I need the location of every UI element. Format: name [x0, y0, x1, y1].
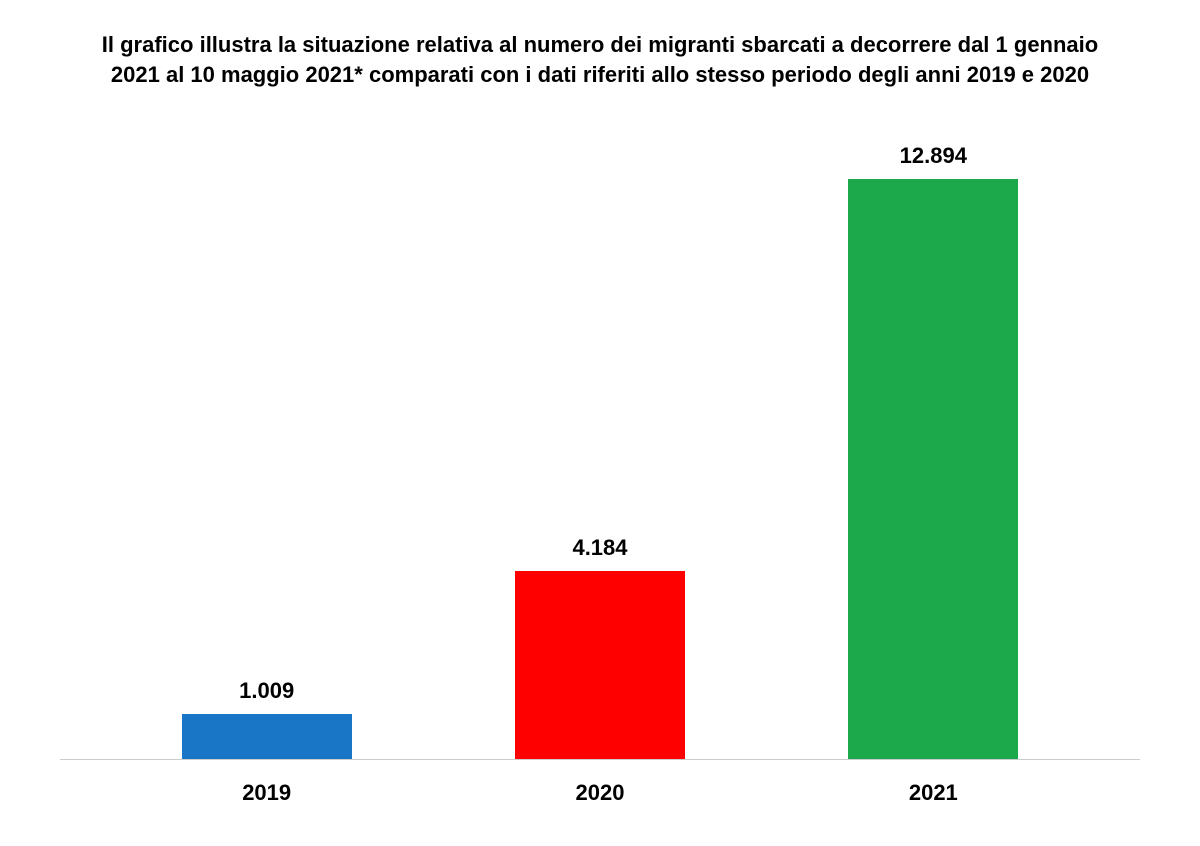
- bar-group-2020: 4.184: [433, 109, 766, 759]
- bar-2020: [515, 571, 685, 759]
- x-axis-label: 2020: [433, 780, 766, 806]
- bar-2021: [848, 179, 1018, 759]
- bar-group-2021: 12.894: [767, 109, 1100, 759]
- bar-value-label: 4.184: [572, 535, 627, 561]
- plot-area: 1.009 4.184 12.894: [60, 109, 1140, 760]
- bar-value-label: 1.009: [239, 678, 294, 704]
- chart-container: Il grafico illustra la situazione relati…: [0, 0, 1200, 846]
- x-axis-label: 2019: [100, 780, 433, 806]
- bar-2019: [182, 714, 352, 759]
- bar-group-2019: 1.009: [100, 109, 433, 759]
- x-axis-label: 2021: [767, 780, 1100, 806]
- chart-title: Il grafico illustra la situazione relati…: [60, 30, 1140, 89]
- x-axis: 2019 2020 2021: [60, 760, 1140, 806]
- bar-value-label: 12.894: [900, 143, 967, 169]
